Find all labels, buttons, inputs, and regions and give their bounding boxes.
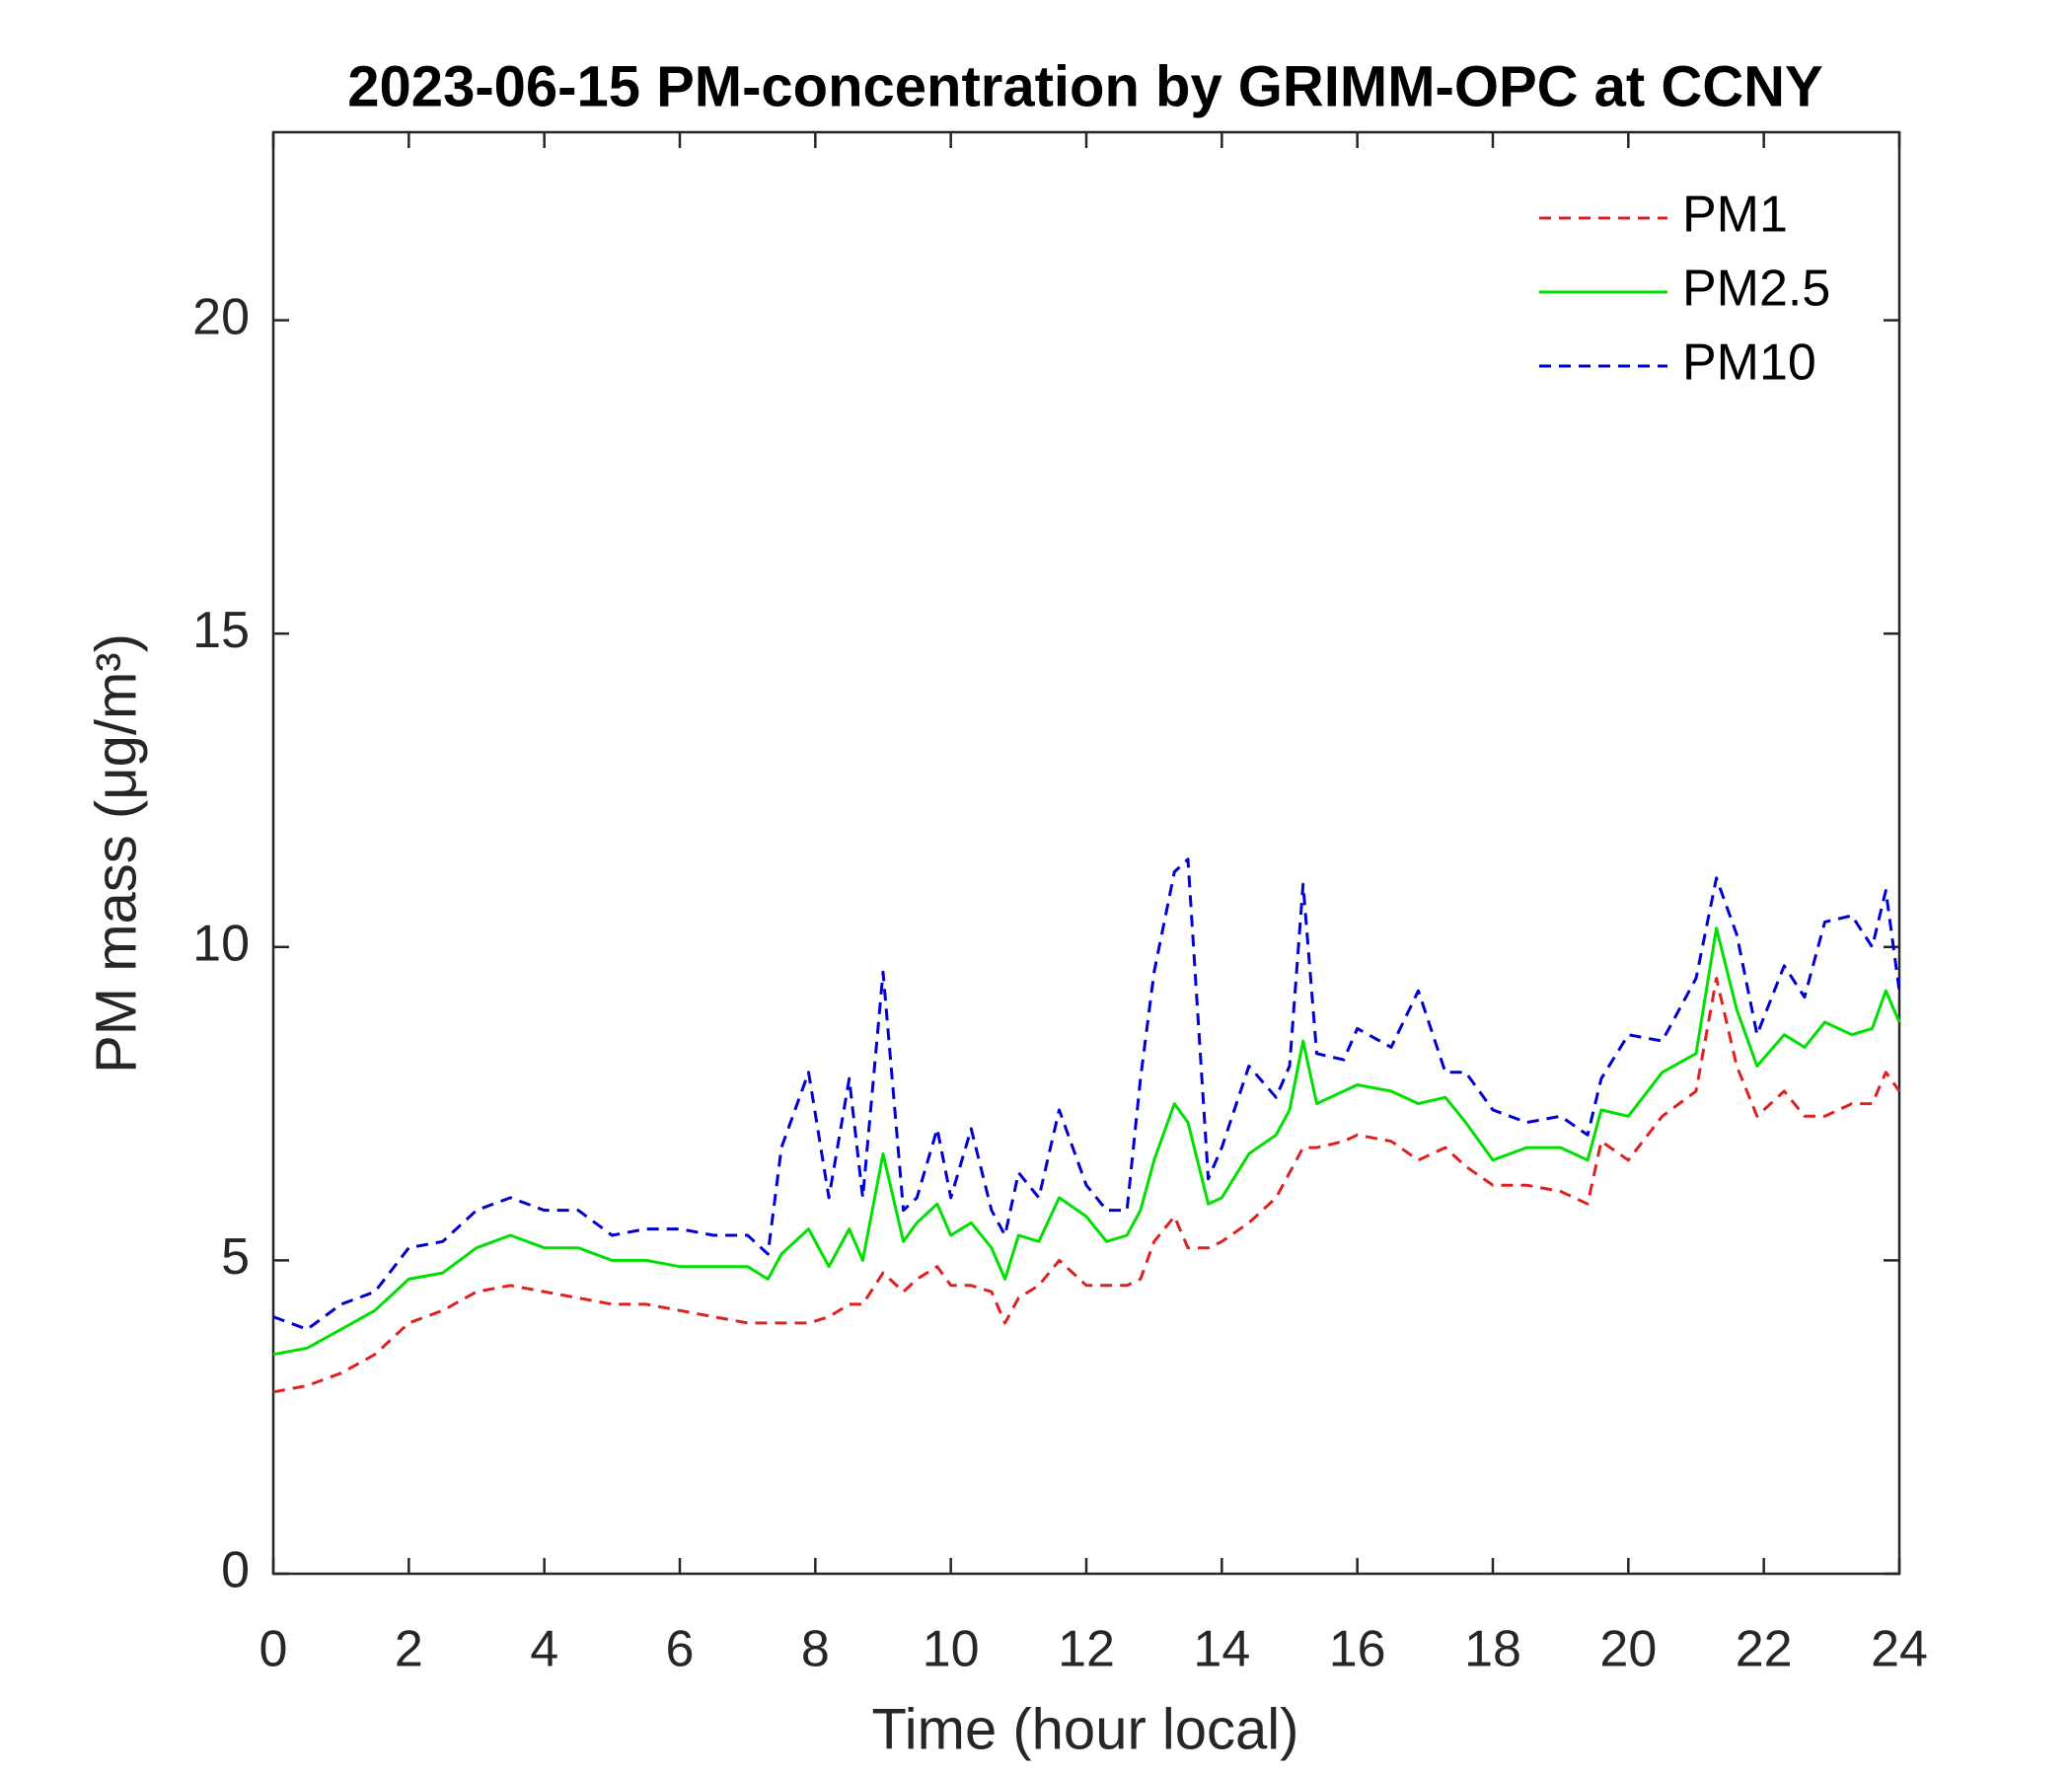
y-tick-label: 10 [192, 916, 250, 973]
y-tick-label: 15 [192, 602, 250, 659]
x-axis-label: Time (hour local) [872, 1697, 1299, 1761]
plot-frame [271, 130, 1901, 1576]
x-tick-label: 0 [259, 1621, 288, 1678]
legend-label: PM10 [1682, 334, 1816, 392]
x-tick-label: 4 [530, 1621, 558, 1678]
y-tick-label: 5 [221, 1228, 250, 1286]
chart-title: 2023-06-15 PM-concentration by GRIMM-OPC… [347, 54, 1822, 118]
x-tick-label: 8 [801, 1621, 830, 1678]
legend-label: PM2.5 [1682, 260, 1830, 318]
y-tick-label: 20 [192, 288, 250, 345]
x-tick-label: 18 [1464, 1621, 1521, 1678]
x-tick-label: 16 [1329, 1621, 1386, 1678]
series-line [272, 926, 1901, 1357]
x-tick-label: 24 [1871, 1621, 1928, 1678]
legend-label: PM1 [1682, 186, 1788, 244]
series-line [272, 977, 1901, 1394]
y-tick-label: 0 [221, 1542, 250, 1599]
x-tick-label: 6 [666, 1621, 695, 1678]
x-tick-label: 20 [1599, 1621, 1657, 1678]
series-line [272, 857, 1901, 1331]
x-tick-label: 12 [1058, 1621, 1115, 1678]
y-axis-label: PM mass (μg/m³) [84, 633, 148, 1073]
x-tick-label: 14 [1193, 1621, 1250, 1678]
x-tick-label: 10 [923, 1621, 980, 1678]
x-tick-label: 2 [395, 1621, 423, 1678]
x-tick-label: 22 [1736, 1621, 1793, 1678]
